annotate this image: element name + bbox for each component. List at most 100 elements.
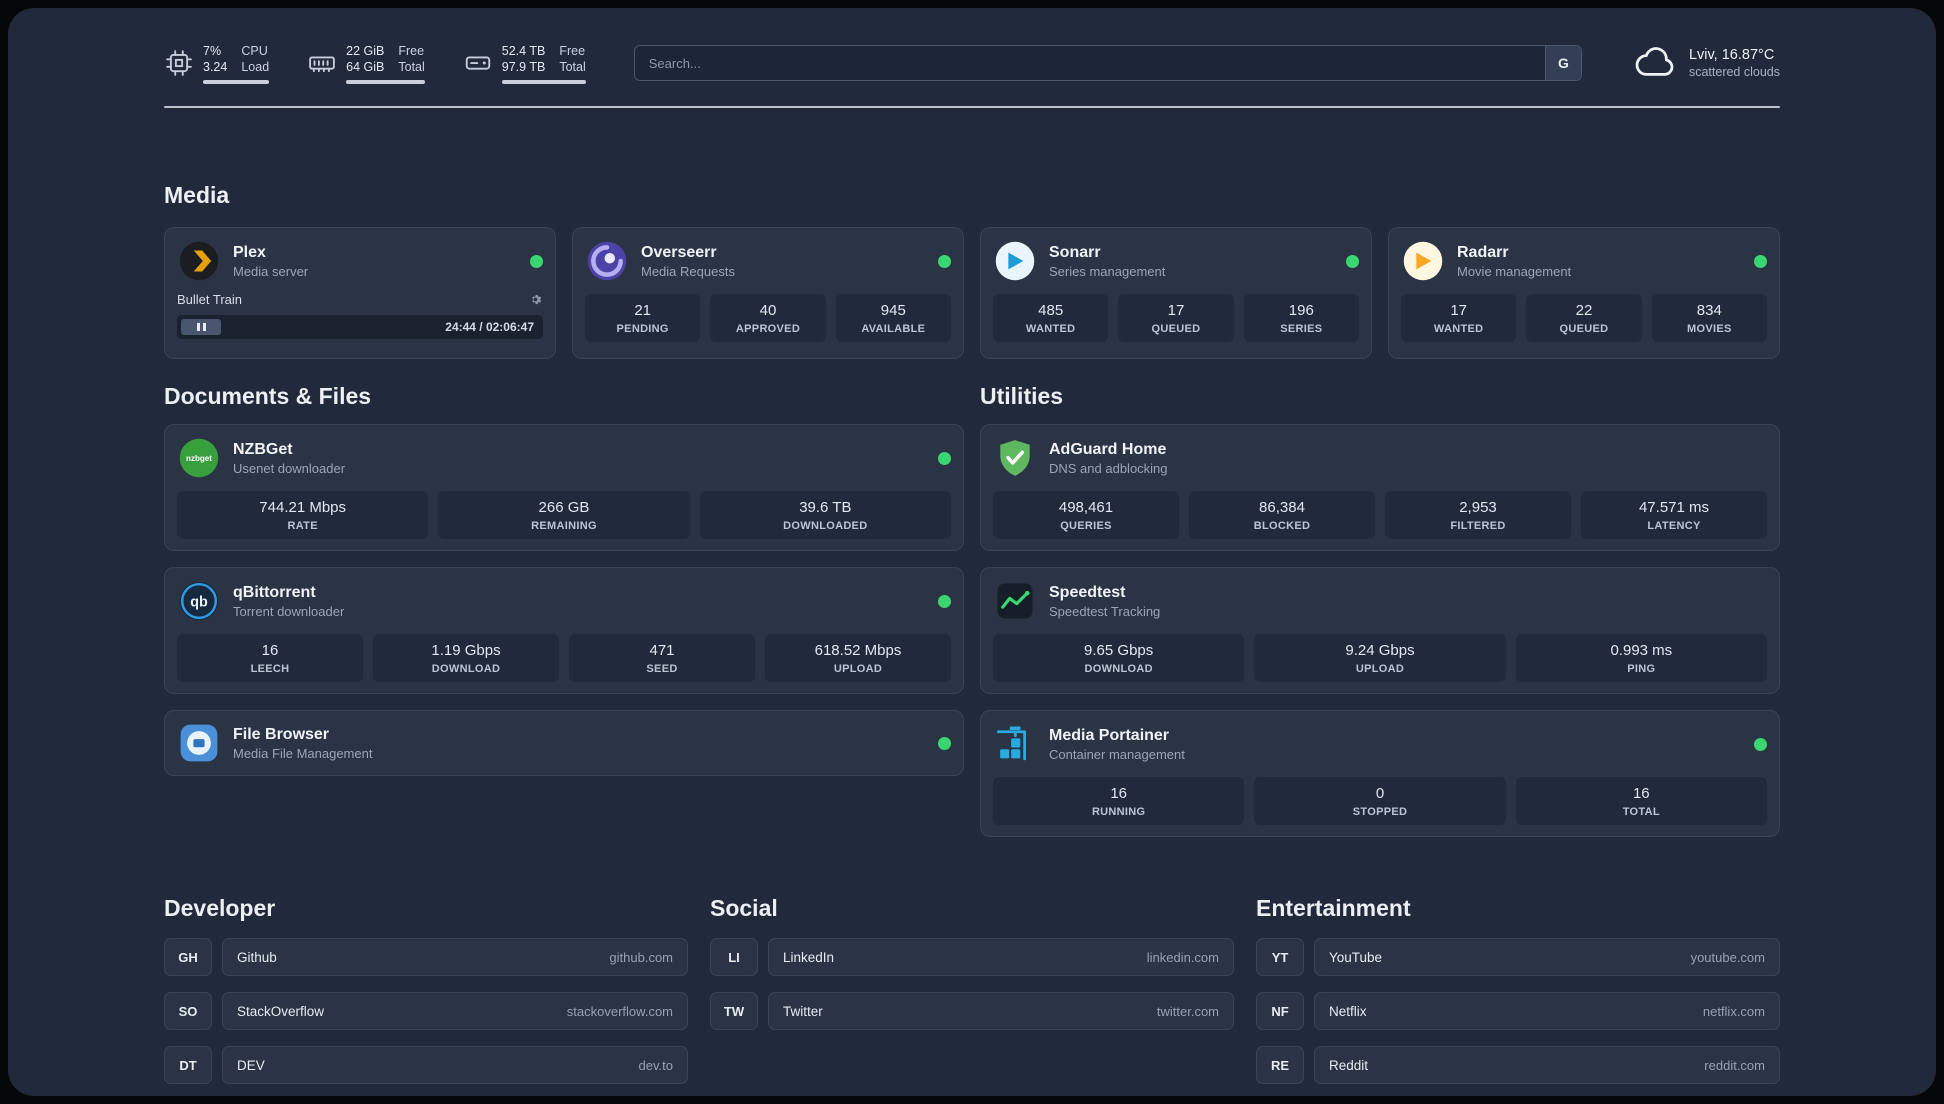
app-card-sonarr[interactable]: Sonarr Series management 485 WANTED 17 QUE… [980, 227, 1372, 359]
ram-icon [307, 48, 337, 78]
twitter-abbr-tile[interactable]: TW [710, 992, 758, 1030]
gear-icon[interactable] [528, 292, 543, 307]
app-subtitle: Torrent downloader [233, 603, 345, 619]
cpu-widget: 7% 3.24 CPU Load [164, 43, 270, 84]
netflix-abbr-tile[interactable]: NF [1256, 992, 1304, 1030]
app-name: Plex [233, 243, 266, 261]
app-name: Speedtest [1049, 583, 1126, 601]
youtube-abbr-tile[interactable]: YT [1256, 938, 1304, 976]
section-title-media: Media [164, 182, 230, 208]
overseerr-icon [585, 239, 629, 283]
app-card-portainer[interactable]: Media Portainer Container management 16 R… [980, 710, 1780, 837]
dev-link[interactable]: DEV dev.to [222, 1046, 688, 1084]
portainer-icon [993, 722, 1037, 766]
section-title-developer: Developer [164, 895, 276, 921]
cpu-load-label: Load [241, 59, 270, 74]
stackoverflow-abbr-tile[interactable]: SO [164, 992, 212, 1030]
weather-location: Lviv, 16.87°C [1688, 47, 1775, 63]
topbar: 7% 3.24 CPU Load 22 GiB [164, 36, 1780, 90]
stat-queries: 498,461 QUERIES [993, 491, 1179, 539]
nzbget-icon: nzbget [177, 436, 221, 480]
linkedin-link[interactable]: LinkedIn linkedin.com [768, 938, 1234, 976]
ram-total-label: Total [398, 59, 425, 74]
app-subtitle: Media server [233, 263, 309, 279]
app-subtitle: Movie management [1457, 263, 1572, 279]
link-row-twitter: TW Twitter twitter.com [710, 992, 1234, 1030]
filebrowser-icon [177, 721, 221, 765]
sonarr-icon [993, 239, 1037, 283]
plex-icon [177, 239, 221, 283]
app-card-filebrowser[interactable]: File Browser Media File Management [164, 710, 964, 776]
app-subtitle: DNS and adblocking [1049, 460, 1168, 476]
netflix-link[interactable]: Netflix netflix.com [1314, 992, 1780, 1030]
app-card-overseerr[interactable]: Overseerr Media Requests 21 PENDING 40 APP… [572, 227, 964, 359]
github-abbr-tile[interactable]: GH [164, 938, 212, 976]
svg-text:qb: qb [190, 594, 208, 610]
search-engine-button[interactable]: G [1544, 46, 1581, 80]
ram-free-value: 22 GiB [346, 43, 385, 58]
pause-button[interactable] [181, 319, 221, 335]
playback-time: 24:44 / 02:06:47 [445, 320, 534, 334]
ram-free-label: Free [398, 43, 425, 58]
app-subtitle: Container management [1049, 746, 1185, 762]
stat-upload: 9.24 Gbps UPLOAD [1254, 634, 1506, 682]
stat-movies: 834 MOVIES [1651, 294, 1767, 342]
app-card-plex[interactable]: Plex Media server Bullet Train 24:44 / 0… [164, 227, 556, 359]
app-card-qbittorrent[interactable]: qb qBittorrent Torrent downloader 16 LEEC… [164, 567, 964, 694]
section-title-documents: Documents & Files [164, 383, 372, 409]
app-card-nzbget[interactable]: nzbget NZBGet Usenet downloader 744.21 M… [164, 424, 964, 551]
link-row-github: GH Github github.com [164, 938, 688, 976]
status-dot [1754, 254, 1767, 268]
stackoverflow-link[interactable]: StackOverflow stackoverflow.com [222, 992, 688, 1030]
link-row-dev: DT DEV dev.to [164, 1046, 688, 1084]
stat-download: 9.65 Gbps DOWNLOAD [993, 634, 1245, 682]
reddit-abbr-tile[interactable]: RE [1256, 1046, 1304, 1084]
twitter-link[interactable]: Twitter twitter.com [768, 992, 1234, 1030]
disk-free-label: Free [559, 43, 586, 58]
section-title-social: Social [710, 895, 778, 921]
section-title-utilities: Utilities [980, 383, 1064, 409]
ram-total-value: 64 GiB [346, 59, 385, 74]
github-link[interactable]: Github github.com [222, 938, 688, 976]
link-row-youtube: YT YouTube youtube.com [1256, 938, 1780, 976]
stat-blocked: 86,384 BLOCKED [1189, 491, 1375, 539]
search-input[interactable] [633, 45, 1582, 81]
ram-usage-bar [346, 79, 425, 84]
dashboard-content: 7% 3.24 CPU Load 22 GiB [8, 8, 1936, 1096]
app-card-speedtest[interactable]: Speedtest Speedtest Tracking 9.65 Gbps DO… [980, 567, 1780, 694]
documents-column: Documents & Files nzbget NZBGet Usenet d… [164, 383, 964, 837]
status-dot [938, 451, 951, 465]
disk-free-value: 52.4 TB [501, 43, 546, 58]
reddit-link[interactable]: Reddit reddit.com [1314, 1046, 1780, 1084]
section-title-entertainment: Entertainment [1256, 895, 1411, 921]
app-subtitle: Series management [1049, 263, 1166, 279]
app-name: Media Portainer [1049, 726, 1170, 744]
cpu-load-value: 3.24 [203, 59, 228, 74]
radarr-icon [1401, 239, 1445, 283]
disk-icon [463, 48, 493, 78]
player-seek-bar[interactable]: 24:44 / 02:06:47 [177, 315, 543, 339]
app-name: Sonarr [1049, 243, 1101, 261]
dev-abbr-tile[interactable]: DT [164, 1046, 212, 1084]
stat-available: 945 AVAILABLE [835, 294, 951, 342]
stat-wanted: 485 WANTED [993, 294, 1109, 342]
youtube-link[interactable]: YouTube youtube.com [1314, 938, 1780, 976]
status-dot [938, 594, 951, 608]
stat-filtered: 2,953 FILTERED [1385, 491, 1571, 539]
svg-text:nzbget: nzbget [186, 454, 212, 463]
header-divider [164, 106, 1780, 108]
weather-condition: scattered clouds [1688, 65, 1780, 79]
links-entertainment: Entertainment YT YouTube youtube.com NF … [1256, 895, 1780, 1096]
linkedin-abbr-tile[interactable]: LI [710, 938, 758, 976]
link-row-linkedin: LI LinkedIn linkedin.com [710, 938, 1234, 976]
app-card-radarr[interactable]: Radarr Movie management 17 WANTED 22 QUEUE… [1388, 227, 1780, 359]
app-name: Radarr [1457, 243, 1509, 261]
disk-total-label: Total [559, 59, 586, 74]
link-row-reddit: RE Reddit reddit.com [1256, 1046, 1780, 1084]
stat-ping: 0.993 ms PING [1515, 634, 1767, 682]
search-box: G [633, 45, 1582, 81]
stat-wanted: 17 WANTED [1401, 294, 1517, 342]
app-card-adguard[interactable]: AdGuard Home DNS and adblocking 498,461 Q… [980, 424, 1780, 551]
stat-queued: 22 QUEUED [1526, 294, 1642, 342]
stat-total: 16 TOTAL [1515, 777, 1767, 825]
